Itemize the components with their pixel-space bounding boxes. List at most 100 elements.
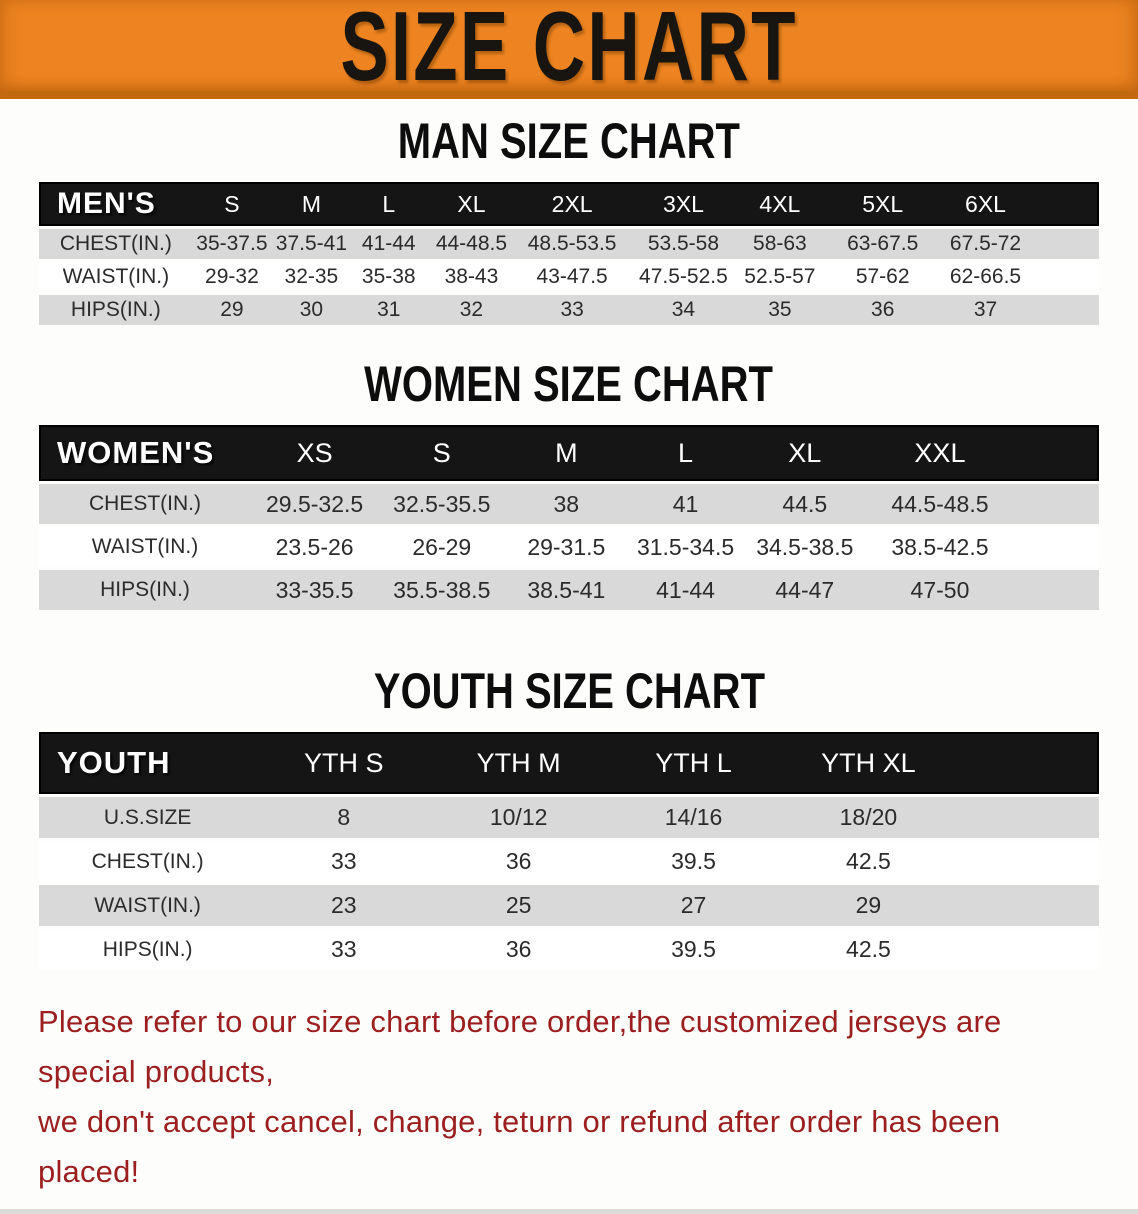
- table-title-cell: YOUTH: [39, 732, 257, 794]
- size-value: 37: [945, 295, 1026, 325]
- column-header: 3XL: [627, 182, 740, 226]
- header-row: MEN'S S M L XL 2XL 3XL 4XL 5XL 6XL: [39, 182, 1099, 226]
- size-value: 39.5: [606, 929, 781, 970]
- men-size-table: MEN'S S M L XL 2XL 3XL 4XL 5XL 6XL CHEST(IN.) 35-3…: [39, 179, 1099, 328]
- spacer-cell: [1014, 484, 1099, 524]
- size-value: 23.5-26: [251, 527, 379, 567]
- spacer-cell: [955, 797, 1099, 838]
- spacer-cell: [1025, 262, 1099, 292]
- spacer-cell: [1025, 229, 1099, 259]
- column-header: 4XL: [739, 182, 821, 226]
- disclaimer-line-1: Please refer to our size chart before or…: [38, 1004, 1002, 1089]
- size-value: 23: [256, 885, 432, 926]
- size-value: 29-32: [192, 262, 272, 292]
- row-label: U.S.SIZE: [39, 797, 257, 838]
- spacer-cell: [1014, 570, 1099, 610]
- size-value: 57-62: [820, 262, 946, 292]
- size-value: 35-37.5: [192, 229, 272, 259]
- size-value: 29.5-32.5: [251, 484, 379, 524]
- spacer-cell: [955, 929, 1099, 970]
- size-value: 33: [256, 841, 432, 882]
- size-value: 26-29: [378, 527, 506, 567]
- table-row: WAIST(IN.) 29-32 32-35 35-38 38-43 43-47.5 47.…: [39, 262, 1099, 292]
- header-row: WOMEN'S XS S M L XL XXL: [39, 425, 1099, 481]
- column-header: S: [378, 425, 506, 481]
- size-value: 31.5-34.5: [627, 527, 744, 567]
- spacer-cell: [1025, 182, 1099, 226]
- women-size-chart-heading: WOMEN SIZE CHART: [0, 356, 1138, 412]
- size-value: 47.5-52.5: [627, 262, 740, 292]
- size-value: 38.5-42.5: [865, 527, 1015, 567]
- row-label: WAIST(IN.): [39, 527, 251, 567]
- size-value: 31: [351, 295, 426, 325]
- spacer-cell: [955, 732, 1099, 794]
- size-value: 8: [256, 797, 432, 838]
- size-value: 33: [517, 295, 628, 325]
- spacer-cell: [1025, 295, 1099, 325]
- size-value: 34.5-38.5: [743, 527, 866, 567]
- size-value: 44-47: [743, 570, 866, 610]
- table-row: WAIST(IN.) 23.5-26 26-29 29-31.5 31.5-34.5 34…: [39, 527, 1099, 567]
- men-table-header: MEN'S S M L XL 2XL 3XL 4XL 5XL 6XL: [39, 182, 1099, 226]
- spacer-cell: [1014, 527, 1099, 567]
- disclaimer-line-2: we don't accept cancel, change, teturn o…: [38, 1104, 1001, 1189]
- size-value: 42.5: [780, 841, 956, 882]
- table-title-cell: MEN'S: [39, 182, 193, 226]
- size-value: 33: [256, 929, 432, 970]
- youth-heading-text: YOUTH SIZE CHART: [373, 663, 765, 719]
- size-value: 53.5-58: [627, 229, 740, 259]
- size-value: 41-44: [627, 570, 744, 610]
- table-row: CHEST(IN.) 35-37.5 37.5-41 41-44 44-48.5 48.5…: [39, 229, 1099, 259]
- column-header: M: [505, 425, 628, 481]
- row-label: HIPS(IN.): [39, 929, 257, 970]
- man-size-chart-heading: MAN SIZE CHART: [0, 113, 1138, 169]
- size-value: 14/16: [606, 797, 781, 838]
- women-table-body: CHEST(IN.) 29.5-32.5 32.5-35.5 38 41 44.5 44.5…: [39, 484, 1099, 610]
- column-header: YTH XL: [780, 732, 956, 794]
- size-value: 32: [425, 295, 518, 325]
- size-value: 52.5-57: [739, 262, 821, 292]
- column-header: XL: [425, 182, 518, 226]
- table-row: HIPS(IN.) 29 30 31 32 33 34 35 36 37: [39, 295, 1099, 325]
- women-heading-text: WOMEN SIZE CHART: [364, 356, 774, 412]
- size-value: 30: [271, 295, 352, 325]
- column-header: S: [192, 182, 272, 226]
- size-value: 32.5-35.5: [378, 484, 506, 524]
- row-label: WAIST(IN.): [39, 262, 193, 292]
- size-value: 27: [606, 885, 781, 926]
- spacer-cell: [955, 885, 1099, 926]
- size-chart-banner: SIZE CHART: [0, 0, 1138, 99]
- size-value: 44.5: [743, 484, 866, 524]
- size-value: 38: [505, 484, 628, 524]
- column-header: YTH M: [431, 732, 607, 794]
- size-value: 34: [627, 295, 740, 325]
- size-value: 47-50: [865, 570, 1015, 610]
- size-value: 35-38: [351, 262, 426, 292]
- youth-table-body: U.S.SIZE 8 10/12 14/16 18/20 CHEST(IN.) 33 36 39…: [39, 797, 1099, 970]
- size-value: 62-66.5: [945, 262, 1026, 292]
- size-value: 44.5-48.5: [865, 484, 1015, 524]
- size-value: 48.5-53.5: [517, 229, 628, 259]
- size-value: 39.5: [606, 841, 781, 882]
- row-label: WAIST(IN.): [39, 885, 257, 926]
- size-value: 18/20: [780, 797, 956, 838]
- header-row: YOUTH YTH S YTH M YTH L YTH XL: [39, 732, 1099, 794]
- column-header: M: [271, 182, 352, 226]
- column-header: 2XL: [517, 182, 628, 226]
- size-value: 32-35: [271, 262, 352, 292]
- column-header: 5XL: [820, 182, 946, 226]
- size-value: 42.5: [780, 929, 956, 970]
- banner-title: SIZE CHART: [340, 0, 798, 101]
- youth-size-chart-heading: YOUTH SIZE CHART: [0, 663, 1138, 719]
- size-value: 10/12: [431, 797, 607, 838]
- column-header: 6XL: [945, 182, 1026, 226]
- size-value: 35: [739, 295, 821, 325]
- size-value: 29: [192, 295, 272, 325]
- table-row: WAIST(IN.) 23 25 27 29: [39, 885, 1099, 926]
- size-value: 41: [627, 484, 744, 524]
- size-value: 36: [820, 295, 946, 325]
- row-label: CHEST(IN.): [39, 841, 257, 882]
- table-row: HIPS(IN.) 33 36 39.5 42.5: [39, 929, 1099, 970]
- youth-size-table: YOUTH YTH S YTH M YTH L YTH XL U.S.SIZE 8 10/1…: [39, 729, 1099, 973]
- table-row: U.S.SIZE 8 10/12 14/16 18/20: [39, 797, 1099, 838]
